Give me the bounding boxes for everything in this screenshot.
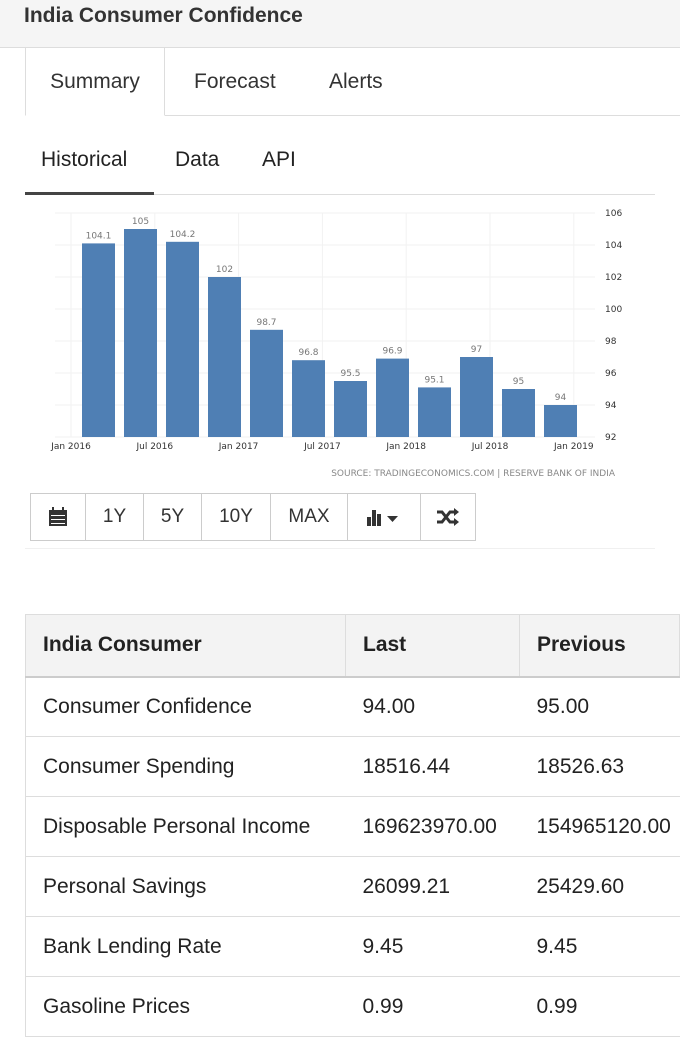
- compare-button[interactable]: [421, 494, 475, 540]
- range-1y-button[interactable]: 1Y: [86, 494, 144, 540]
- bar[interactable]: [502, 389, 535, 437]
- range-5y-button[interactable]: 5Y: [144, 494, 202, 540]
- previous-value: 9.45: [519, 916, 680, 977]
- data-label: 104.2: [170, 230, 196, 240]
- previous-value: 154965120.00: [519, 796, 680, 857]
- y-tick-label: 92: [605, 433, 616, 443]
- x-tick-label: Jul 2016: [135, 442, 173, 452]
- indicator-name: Consumer Confidence: [25, 676, 346, 737]
- column-header-name: India Consumer: [25, 614, 346, 678]
- y-tick-label: 102: [605, 273, 622, 283]
- previous-value: 95.00: [519, 676, 680, 737]
- indicators-table: India Consumer Last Previous Consumer Co…: [25, 614, 680, 1037]
- y-tick-label: 106: [605, 209, 622, 219]
- table-row[interactable]: Gasoline Prices 0.99 0.99: [25, 976, 680, 1037]
- last-value: 94.00: [345, 676, 520, 737]
- range-10y-button[interactable]: 10Y: [202, 494, 271, 540]
- range-max-button[interactable]: MAX: [271, 494, 348, 540]
- bar[interactable]: [208, 277, 241, 437]
- x-tick-label: Jul 2017: [303, 442, 341, 452]
- indicator-name: Personal Savings: [25, 856, 346, 917]
- last-value: 0.99: [345, 976, 520, 1037]
- chart-type-dropdown[interactable]: [348, 494, 421, 540]
- x-tick-label: Jan 2016: [50, 442, 91, 452]
- calendar-button[interactable]: [31, 494, 86, 540]
- tab-alerts[interactable]: Alerts: [329, 70, 383, 93]
- y-tick-label: 96: [605, 369, 617, 379]
- data-label: 98.7: [256, 318, 276, 328]
- data-label: 97: [471, 345, 482, 355]
- previous-value: 18526.63: [519, 736, 680, 797]
- y-tick-label: 100: [605, 305, 622, 315]
- bar[interactable]: [334, 381, 367, 437]
- shuffle-icon: [437, 508, 459, 526]
- last-value: 26099.21: [345, 856, 520, 917]
- header: India Consumer Confidence: [0, 0, 680, 48]
- indicator-name: Bank Lending Rate: [25, 916, 346, 977]
- bar[interactable]: [418, 387, 451, 437]
- calendar-icon: [49, 507, 67, 526]
- last-value: 9.45: [345, 916, 520, 977]
- tab-api[interactable]: API: [262, 148, 296, 171]
- column-header-previous: Previous: [519, 614, 680, 678]
- page-title: India Consumer Confidence: [24, 4, 303, 27]
- x-tick-label: Jan 2019: [553, 442, 594, 452]
- column-header-last: Last: [345, 614, 520, 678]
- indicator-name: Gasoline Prices: [25, 976, 346, 1037]
- bar[interactable]: [250, 329, 283, 437]
- table-row[interactable]: Disposable Personal Income 169623970.00 15…: [25, 796, 680, 857]
- bar[interactable]: [544, 405, 577, 437]
- table-row[interactable]: Personal Savings 26099.21 25429.60: [25, 856, 680, 917]
- x-tick-label: Jul 2018: [471, 442, 509, 452]
- bar[interactable]: [82, 243, 115, 437]
- last-value: 18516.44: [345, 736, 520, 797]
- bar[interactable]: [292, 360, 325, 437]
- data-label: 96.8: [298, 348, 318, 358]
- bar[interactable]: [166, 241, 199, 437]
- data-label: 102: [216, 265, 233, 275]
- x-tick-label: Jan 2017: [218, 442, 259, 452]
- bar[interactable]: [376, 358, 409, 437]
- bar[interactable]: [124, 229, 157, 437]
- y-tick-label: 98: [605, 337, 617, 347]
- previous-value: 25429.60: [519, 856, 680, 917]
- data-label: 96.9: [382, 347, 402, 357]
- data-label: 95.5: [340, 369, 360, 379]
- last-value: 169623970.00: [345, 796, 520, 857]
- bar-chart-dropdown-icon: [367, 510, 398, 526]
- tab-summary[interactable]: Summary: [25, 48, 165, 116]
- tab-historical[interactable]: Historical: [25, 140, 154, 195]
- data-label: 94: [555, 393, 567, 403]
- bar-chart: 104.1 105 104.2 102 98.7 96.8 95.5 96.9 95.1 97 95…: [50, 209, 622, 479]
- y-tick-label: 94: [605, 401, 617, 411]
- table-row[interactable]: Consumer Confidence 94.00 95.00: [25, 676, 680, 737]
- data-label: 104.1: [86, 231, 112, 241]
- sub-tabs: Historical Data API: [25, 140, 655, 195]
- bar[interactable]: [460, 357, 493, 437]
- tab-forecast[interactable]: Forecast: [194, 70, 276, 93]
- x-tick-label: Jan 2018: [385, 442, 426, 452]
- main-tabs: Summary Forecast Alerts: [25, 48, 680, 116]
- chart-toolbar: 1Y 5Y 10Y MAX: [30, 493, 476, 541]
- table-row[interactable]: Consumer Spending 18516.44 18526.63: [25, 736, 680, 797]
- table-row[interactable]: Bank Lending Rate 9.45 9.45: [25, 916, 680, 977]
- indicator-name: Disposable Personal Income: [25, 796, 346, 857]
- tab-data[interactable]: Data: [175, 148, 220, 171]
- data-label: 95.1: [424, 375, 444, 385]
- y-tick-label: 104: [605, 241, 622, 251]
- divider: [25, 548, 655, 549]
- data-label: 105: [132, 217, 149, 227]
- indicator-name: Consumer Spending: [25, 736, 346, 797]
- chart-source: SOURCE: TRADINGECONOMICS.COM | RESERVE B…: [331, 469, 616, 479]
- data-label: 95: [513, 377, 524, 387]
- previous-value: 0.99: [519, 976, 680, 1037]
